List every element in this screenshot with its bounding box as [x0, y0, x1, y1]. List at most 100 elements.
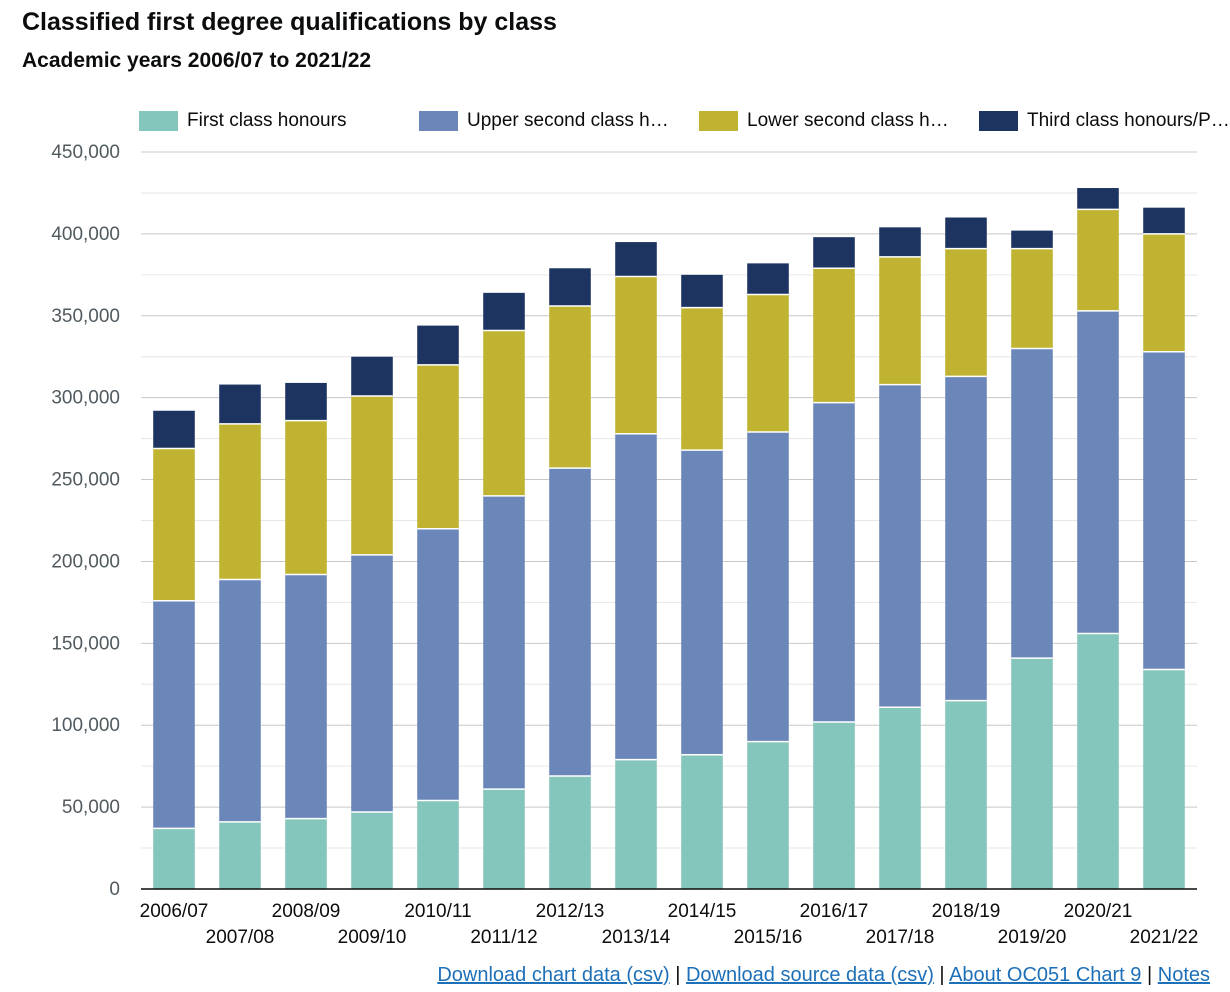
legend-swatch-first-class	[139, 111, 178, 131]
legend-item-upper-second[interactable]: Upper second class h…	[419, 110, 679, 132]
x-tick-label: 2009/10	[338, 927, 407, 948]
bar-segment	[1143, 351, 1185, 670]
x-tick-label: 2012/13	[536, 901, 605, 922]
bar-segment	[945, 248, 987, 377]
x-tick-label: 2016/17	[800, 901, 869, 922]
footer-separator: |	[675, 964, 681, 986]
bar-segment	[153, 410, 195, 449]
footer-separator: |	[939, 964, 945, 986]
bar-segment	[219, 579, 261, 822]
footer-separator: |	[1146, 964, 1153, 986]
bar-segment	[615, 242, 657, 277]
bar-segment	[747, 263, 789, 295]
bar-segment	[1011, 230, 1053, 249]
bar-segment	[285, 574, 327, 819]
bar-segment	[1077, 633, 1119, 889]
legend-item-first-class[interactable]: First class honours	[139, 110, 399, 132]
x-tick-label: 2015/16	[734, 927, 803, 948]
bar-segment	[813, 402, 855, 722]
bar-segment	[549, 468, 591, 776]
x-tick-label: 2018/19	[932, 901, 1001, 922]
y-tick-label: 450,000	[51, 142, 120, 163]
bar-segment	[351, 812, 393, 889]
bar-segment	[153, 600, 195, 829]
bar-segment	[681, 307, 723, 451]
bar-segment	[813, 268, 855, 403]
bar-segment	[945, 217, 987, 249]
legend-swatch-third-class	[979, 111, 1018, 131]
x-tick-label: 2013/14	[602, 927, 671, 948]
bar-segment	[483, 789, 525, 889]
bar-segment	[549, 775, 591, 889]
bar-segment	[747, 432, 789, 742]
bar-segment	[1077, 209, 1119, 311]
legend-item-third-class[interactable]: Third class honours/P…	[979, 110, 1230, 132]
bar-segment	[483, 330, 525, 496]
stacked-bar-chart: 0 50,000 100,000 150,000 200,000 250,000 300,0…	[51, 142, 1199, 948]
chart-title: Classified first degree qualifications b…	[22, 8, 557, 36]
bar-segment	[351, 396, 393, 555]
x-tick-label: 2007/08	[206, 927, 275, 948]
x-tick-label: 2020/21	[1064, 901, 1133, 922]
bar-segment	[1077, 188, 1119, 210]
bar-segment	[681, 274, 723, 308]
bar-segment	[1143, 669, 1185, 889]
bar-segment	[219, 821, 261, 889]
x-tick-label: 2017/18	[866, 927, 935, 948]
bar-segment	[813, 237, 855, 269]
footer-links: Download chart data (csv) | Download sou…	[437, 964, 1210, 987]
bar-segment	[351, 356, 393, 397]
bar-segment	[549, 305, 591, 469]
bar-segment	[285, 382, 327, 421]
y-tick-label: 400,000	[51, 224, 120, 245]
bar-segment	[219, 384, 261, 424]
bar-segment	[747, 741, 789, 889]
bar-segment	[483, 292, 525, 331]
bar-segment	[813, 721, 855, 889]
y-tick-label: 200,000	[51, 551, 120, 572]
bar-segment	[1077, 310, 1119, 634]
bar-segment	[879, 384, 921, 708]
bar-segment	[615, 759, 657, 889]
bar-segment	[483, 495, 525, 790]
bar-segment	[747, 294, 789, 433]
about-chart-link[interactable]: About OC051 Chart 9	[949, 964, 1142, 986]
chart-subtitle: Academic years 2006/07 to 2021/22	[22, 49, 372, 72]
x-tick-label: 2008/09	[272, 901, 341, 922]
bar-segment	[1011, 658, 1053, 889]
bar-segment	[417, 325, 459, 365]
x-tick-label: 2006/07	[140, 901, 209, 922]
bar-segment	[879, 707, 921, 889]
bar-segment	[681, 450, 723, 755]
bar-segment	[615, 433, 657, 760]
bar-segment	[1011, 348, 1053, 659]
x-tick-label: 2021/22	[1130, 927, 1199, 948]
download-chart-data-link[interactable]: Download chart data (csv)	[437, 964, 670, 986]
bar-segment	[945, 376, 987, 701]
y-tick-label: 250,000	[51, 470, 120, 491]
bar-segment	[285, 818, 327, 889]
bar-segment	[153, 828, 195, 889]
bar-segment	[879, 227, 921, 257]
bar-segment	[153, 448, 195, 601]
x-tick-label: 2014/15	[668, 901, 737, 922]
bar-segment	[879, 256, 921, 385]
download-source-data-link[interactable]: Download source data (csv)	[685, 964, 934, 986]
bar-segment	[417, 800, 459, 889]
y-tick-label: 50,000	[62, 797, 120, 818]
legend-swatch-lower-second	[699, 111, 738, 131]
bar-segment	[1143, 233, 1185, 352]
y-tick-label: 350,000	[51, 306, 120, 327]
bar-segment	[219, 423, 261, 580]
y-tick-label: 300,000	[51, 388, 120, 409]
x-tick-label: 2010/11	[404, 901, 471, 922]
bar-segment	[285, 420, 327, 575]
notes-link[interactable]: Notes	[1157, 964, 1210, 986]
bar-segment	[417, 364, 459, 529]
legend-item-lower-second[interactable]: Lower second class h…	[699, 110, 959, 132]
bar-segment	[615, 276, 657, 434]
legend-swatch-upper-second	[419, 111, 458, 131]
bar-segment	[549, 268, 591, 306]
y-tick-label: 150,000	[51, 633, 120, 654]
bar-segment	[1143, 207, 1185, 234]
